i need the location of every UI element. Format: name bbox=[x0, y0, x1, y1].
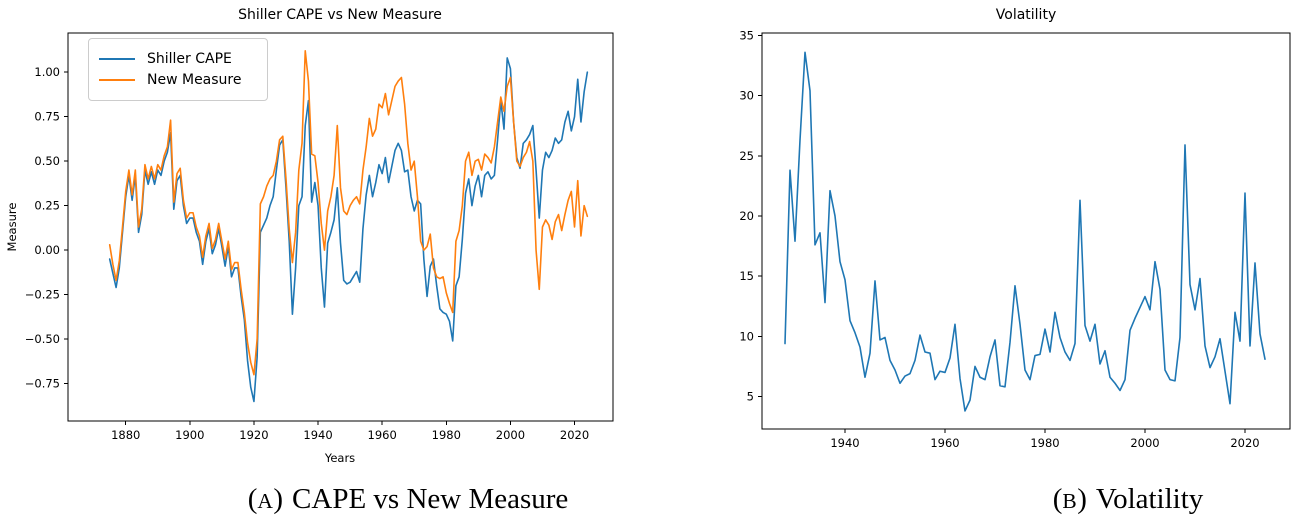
y-tick-label: 35 bbox=[739, 28, 754, 42]
legend-label-new-measure: New Measure bbox=[147, 72, 242, 88]
caption-b-paren-close: ) bbox=[1077, 483, 1087, 515]
cape-vs-new-measure-chart: Shiller CAPE vs New Measure Years Measur… bbox=[5, 7, 614, 465]
caption-a-marker: A bbox=[257, 489, 274, 513]
series-line-volatility bbox=[784, 51, 1266, 412]
x-tick-label: 1940 bbox=[830, 436, 859, 450]
right-chart-title: Volatility bbox=[996, 7, 1056, 23]
y-tick-label: 25 bbox=[739, 149, 754, 163]
y-tick-label: 10 bbox=[739, 329, 754, 343]
x-tick-label: 1940 bbox=[303, 428, 332, 442]
volatility-chart: Volatility 1940 1960 1980 2000 2020 5 10 15 20 25… bbox=[739, 7, 1291, 450]
left-chart-plot-area: 1880 1900 1920 1940 1960 1980 2000 2020 −0.75 −0.… bbox=[25, 32, 614, 442]
x-tick-label: 1900 bbox=[175, 428, 204, 442]
x-tick-label: 2020 bbox=[1230, 436, 1259, 450]
x-tick-label: 1980 bbox=[432, 428, 461, 442]
caption-b: (B) Volatility bbox=[868, 483, 1299, 516]
x-tick-label: 1960 bbox=[368, 428, 397, 442]
legend-label-shiller-cape: Shiller CAPE bbox=[147, 51, 232, 67]
x-tick-label: 2000 bbox=[496, 428, 525, 442]
y-tick-label: 0.00 bbox=[34, 243, 60, 257]
legend: Shiller CAPE New Measure bbox=[88, 38, 268, 101]
caption-b-paren-open: ( bbox=[1052, 483, 1063, 515]
new-measure-line-swatch bbox=[99, 79, 135, 81]
caption-b-marker: B bbox=[1062, 489, 1078, 513]
legend-entry-shiller-cape: Shiller CAPE bbox=[99, 52, 257, 66]
left-chart-y-axis-label: Measure bbox=[5, 203, 19, 252]
x-tick-label: 2000 bbox=[1130, 436, 1159, 450]
shiller-cape-line-swatch bbox=[99, 58, 135, 60]
plot-border bbox=[67, 32, 614, 422]
x-tick-label: 1880 bbox=[111, 428, 140, 442]
y-tick-label: −0.75 bbox=[25, 377, 60, 391]
y-tick-label: 0.25 bbox=[34, 199, 60, 213]
y-tick-label: −0.25 bbox=[25, 288, 60, 302]
series-line-new-measure bbox=[108, 49, 589, 376]
x-tick-label: 1960 bbox=[930, 436, 959, 450]
y-tick-label: 0.50 bbox=[34, 154, 60, 168]
y-tick-label: 15 bbox=[739, 269, 754, 283]
x-tick-label: 1920 bbox=[239, 428, 268, 442]
caption-a-paren-open: ( bbox=[247, 483, 258, 515]
y-tick-label: 20 bbox=[739, 209, 754, 223]
series-line-shiller-cape bbox=[108, 57, 589, 403]
left-chart-title: Shiller CAPE vs New Measure bbox=[238, 7, 442, 23]
caption-a-text: CAPE vs New Measure bbox=[292, 483, 569, 515]
right-chart-plot-area: 1940 1960 1980 2000 2020 5 10 15 20 25 30 35 bbox=[739, 28, 1291, 450]
y-tick-label: 1.00 bbox=[34, 65, 60, 79]
y-tick-label: −0.50 bbox=[25, 332, 60, 346]
plot-border bbox=[761, 32, 1291, 430]
y-tick-label: 30 bbox=[739, 89, 754, 103]
left-chart-x-axis-label: Years bbox=[324, 451, 355, 465]
y-tick-label: 0.75 bbox=[34, 110, 60, 124]
caption-b-text: Volatility bbox=[1095, 483, 1204, 515]
y-tick-label: 5 bbox=[747, 390, 754, 404]
caption-a-paren-close: ) bbox=[273, 483, 284, 515]
caption-a: (A) CAPE vs New Measure bbox=[148, 483, 668, 516]
x-tick-label: 2020 bbox=[560, 428, 589, 442]
x-tick-label: 1980 bbox=[1030, 436, 1059, 450]
legend-entry-new-measure: New Measure bbox=[99, 73, 257, 87]
